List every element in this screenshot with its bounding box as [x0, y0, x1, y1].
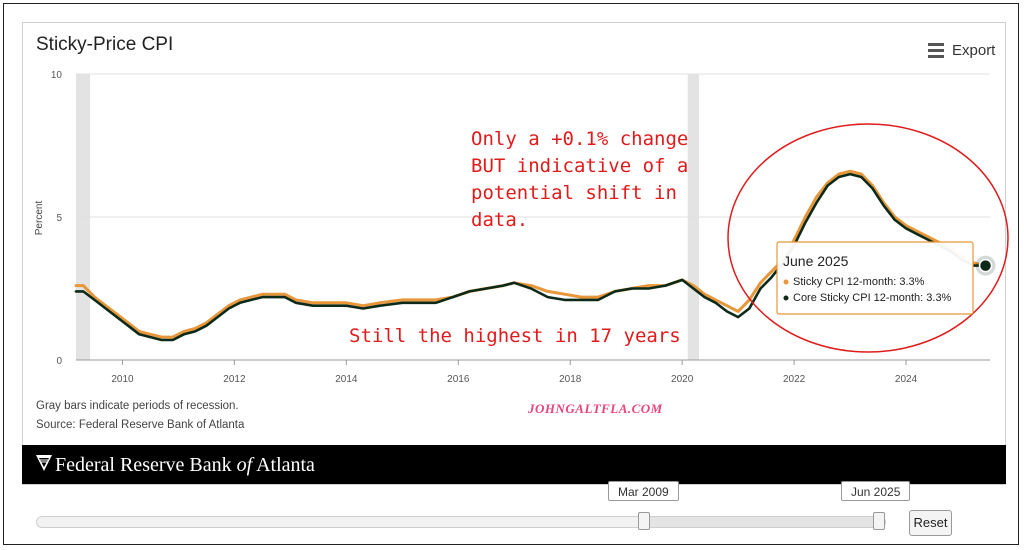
- hamburger-menu-icon: [928, 42, 944, 58]
- chart-area: 0 5 10 2010 2012 2014 2016 2018 2020 2022 2024 Pe…: [34, 70, 1009, 385]
- fed-eagle-logo-icon: [36, 455, 52, 471]
- x-tick-label: 2022: [783, 374, 806, 385]
- shift-note-line: Only a +0.1% change: [471, 128, 688, 150]
- fed-bank-suffix: Atlanta: [252, 454, 315, 476]
- range-navigator-selection[interactable]: [644, 516, 879, 528]
- shift-annotation: Only a +0.1% change BUT indicative of a …: [471, 128, 688, 231]
- range-start-handle[interactable]: [638, 512, 650, 530]
- watermark: JOHNGALTFLA.COM: [528, 401, 663, 416]
- outer-frame: [3, 3, 1019, 545]
- export-button[interactable]: Export: [928, 40, 995, 60]
- fed-bank-prefix: Federal Reserve Bank: [55, 454, 237, 476]
- x-tick-label: 2012: [223, 374, 246, 385]
- x-tick-label: 2020: [671, 374, 694, 385]
- fed-bank-of: of: [236, 454, 253, 476]
- shift-note-line: potential shift in: [471, 182, 677, 204]
- x-tick-label: 2024: [895, 374, 918, 385]
- tooltip-line-sticky: Sticky CPI 12-month: 3.3%: [793, 276, 925, 288]
- source-note: Source: Federal Reserve Bank of Atlanta: [36, 419, 245, 431]
- range-end-handle[interactable]: [873, 512, 885, 530]
- x-tick-label: 2016: [447, 374, 470, 385]
- shift-note-line: data.: [471, 209, 528, 231]
- recession-note: Gray bars indicate periods of recession.: [36, 400, 239, 412]
- highlight-circle: [727, 123, 1009, 353]
- export-label: Export: [952, 41, 996, 59]
- tooltip: June 2025 Sticky CPI 12-month: 3.3% Core…: [776, 241, 974, 315]
- y-tick-label: 0: [56, 356, 62, 367]
- x-tick-label: 2014: [335, 374, 358, 385]
- fed-footer-bar: Federal Reserve Bank of Atlanta: [22, 445, 1006, 484]
- tooltip-line-core: Core Sticky CPI 12-month: 3.3%: [793, 292, 952, 304]
- grid-lines: [76, 73, 990, 361]
- highest-annotation: Still the highest in 17 years: [349, 325, 681, 347]
- tooltip-legend-dot-sticky: [783, 279, 789, 285]
- y-tick-label: 10: [51, 70, 63, 81]
- y-tick-label: 5: [56, 213, 62, 224]
- series-line-sticky-cpi: [74, 169, 987, 339]
- tooltip-title: June 2025: [783, 253, 849, 269]
- range-end-label: Jun 2025: [841, 481, 911, 501]
- range-start-label: Mar 2009: [608, 481, 679, 501]
- y-axis-label: Percent: [34, 201, 45, 236]
- chart-title: Sticky-Price CPI: [36, 34, 174, 55]
- data-point-marker[interactable]: [978, 258, 993, 273]
- x-tick-label: 2018: [559, 374, 582, 385]
- x-tick-label: 2010: [111, 374, 134, 385]
- reset-button[interactable]: Reset: [909, 510, 952, 536]
- series-line-core-sticky-cpi: [74, 172, 987, 342]
- fed-bank-name: Federal Reserve Bank of Atlanta: [55, 454, 315, 477]
- x-tick-labels: 2010 2012 2014 2016 2018 2020 2022 2024: [111, 360, 918, 385]
- series-lines: [74, 169, 987, 342]
- y-tick-labels: 0 5 10: [51, 70, 63, 367]
- end-markers: [975, 255, 996, 276]
- shift-note-line: BUT indicative of a: [471, 155, 688, 177]
- tooltip-legend-dot-core: [783, 295, 789, 301]
